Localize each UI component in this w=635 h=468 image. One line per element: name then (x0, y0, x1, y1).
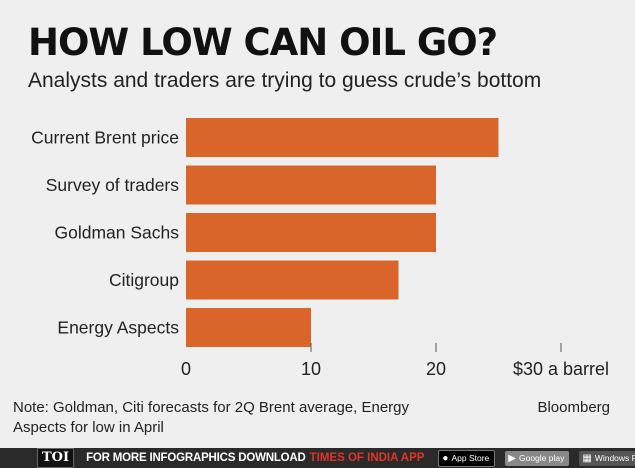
bar-citigroup (186, 260, 399, 300)
bar-current-brent-price (186, 118, 499, 157)
banner-brand: TIMES OF INDIA APP (309, 452, 425, 464)
bar-energy-aspects (186, 308, 311, 347)
category-label: Citigroup (109, 270, 179, 290)
banner-text: FOR MORE INFOGRAPHICS DOWNLOAD (86, 452, 306, 464)
windows-icon: ▦ (582, 452, 592, 464)
x-axis: 0 10 20 $30 a barrel (181, 343, 609, 379)
x-tick-label: 0 (181, 359, 191, 379)
category-labels: Current Brent price Survey of traders Gold… (31, 128, 179, 338)
bars-layer (186, 118, 499, 347)
app-store-label: App Store (451, 453, 490, 463)
chart-source: Bloomberg (537, 399, 610, 416)
chart-title: HOW LOW CAN OIL GO? (28, 21, 498, 64)
x-tick-label: 20 (426, 359, 446, 379)
windows-phone-label: Windows Phone (594, 453, 635, 463)
app-store-badge[interactable]: ● App Store (438, 449, 496, 467)
bar-goldman-sachs (186, 213, 436, 252)
x-tick-label: $30 a barrel (513, 359, 609, 379)
chart-subtitle: Analysts and traders are trying to guess… (28, 69, 542, 92)
category-label: Survey of traders (46, 175, 179, 195)
x-tick-label: 10 (301, 359, 321, 379)
google-play-label: Google play (518, 453, 565, 463)
google-play-badge[interactable]: ▶ Google play (505, 450, 570, 466)
category-label: Energy Aspects (57, 318, 179, 338)
toi-logo: TOI (37, 448, 75, 468)
windows-phone-badge[interactable]: ▦ Windows Phone (579, 450, 635, 466)
category-label: Goldman Sachs (54, 223, 179, 243)
apple-icon: ● (442, 452, 449, 464)
chart-note: Note: Goldman, Citi forecasts for 2Q Bre… (13, 399, 410, 436)
bar-survey-of-traders (186, 165, 436, 205)
play-icon: ▶ (508, 452, 516, 464)
category-label: Current Brent price (31, 128, 179, 148)
app-banner[interactable]: TOI FOR MORE INFOGRAPHICS DOWNLOAD TIMES… (0, 448, 635, 468)
